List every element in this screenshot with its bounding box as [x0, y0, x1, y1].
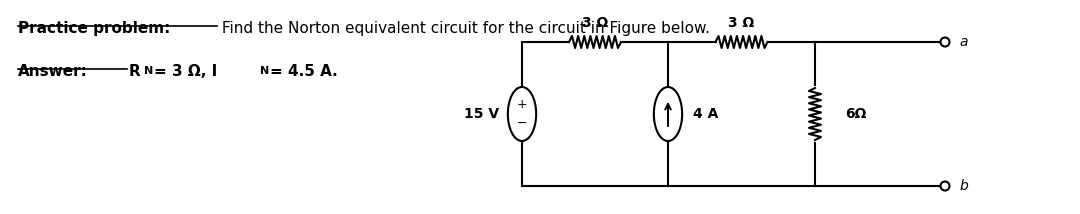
Text: 15 V: 15 V: [464, 107, 500, 121]
Text: −: −: [516, 116, 527, 129]
Text: = 4.5 A.: = 4.5 A.: [270, 64, 338, 79]
Text: Practice problem:: Practice problem:: [18, 21, 171, 36]
Text: N: N: [260, 67, 269, 76]
Text: N: N: [144, 67, 153, 76]
Text: Find the Norton equivalent circuit for the circuit in Figure below.: Find the Norton equivalent circuit for t…: [217, 21, 710, 36]
Ellipse shape: [653, 87, 683, 141]
Text: 6Ω: 6Ω: [845, 107, 866, 121]
Text: 3 Ω: 3 Ω: [582, 16, 608, 30]
Circle shape: [941, 181, 949, 190]
Text: b: b: [959, 179, 968, 193]
Circle shape: [941, 37, 949, 46]
Ellipse shape: [508, 87, 536, 141]
Text: +: +: [516, 98, 527, 111]
Text: Answer:: Answer:: [18, 64, 87, 79]
Text: a: a: [959, 35, 968, 49]
Text: R: R: [129, 64, 140, 79]
Text: 4 A: 4 A: [693, 107, 718, 121]
Text: 3 Ω: 3 Ω: [728, 16, 755, 30]
Text: = 3 Ω, I: = 3 Ω, I: [154, 64, 217, 79]
